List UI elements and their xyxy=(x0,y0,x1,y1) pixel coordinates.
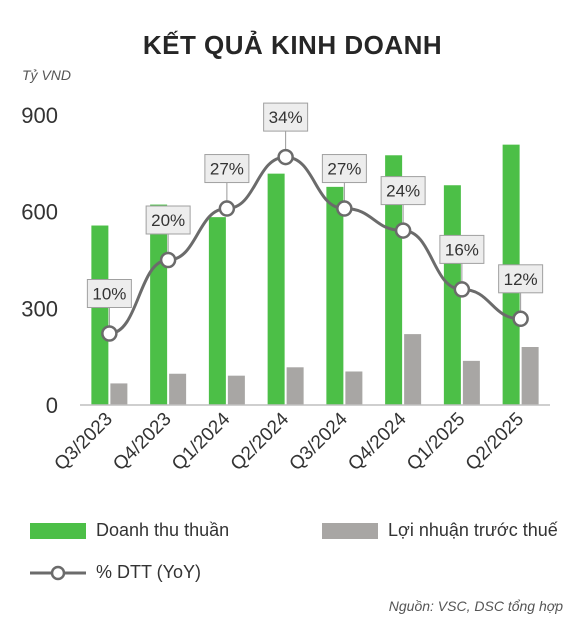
point-growth xyxy=(277,148,294,166)
legend-label-profit: Lợi nhuận trước thuế xyxy=(388,520,558,540)
x-tick-label: Q1/2024 xyxy=(168,408,235,475)
bar-profit xyxy=(227,375,245,405)
data-label-growth: 12% xyxy=(504,270,538,289)
y-tick-label: 0 xyxy=(46,393,58,418)
data-label-growth: 27% xyxy=(327,160,361,179)
data-label-growth: 34% xyxy=(269,108,303,127)
legend-swatch-growth xyxy=(30,565,86,580)
legend-swatch-revenue xyxy=(30,522,86,539)
data-label-growth: 10% xyxy=(92,285,126,304)
bar-profit xyxy=(404,334,422,405)
legend-label-revenue: Doanh thu thuần xyxy=(96,520,230,540)
point-growth xyxy=(512,310,529,328)
bar-profit xyxy=(286,367,304,405)
bar-revenue xyxy=(385,155,403,405)
legend-item-revenue: Doanh thu thuần xyxy=(30,520,229,541)
x-tick-label: Q3/2024 xyxy=(286,408,353,475)
bar-revenue xyxy=(326,186,344,405)
data-label-box xyxy=(498,264,544,294)
legend-item-growth: % DTT (YoY) xyxy=(30,562,201,583)
bar-revenue xyxy=(208,217,226,405)
bar-profit xyxy=(169,373,187,405)
y-axis-label: Tỷ VND xyxy=(22,67,71,83)
bar-revenue xyxy=(150,204,168,405)
x-tick-label: Q2/2024 xyxy=(227,408,294,475)
y-tick-label: 600 xyxy=(21,200,58,225)
data-label-growth: 27% xyxy=(210,160,244,179)
data-label-growth: 16% xyxy=(445,240,479,259)
bar-profit xyxy=(110,383,128,405)
data-label-box xyxy=(321,154,367,184)
legend-item-profit: Lợi nhuận trước thuế xyxy=(322,520,558,541)
data-label-growth: 20% xyxy=(151,211,185,230)
data-label-box xyxy=(86,279,132,308)
data-label-box xyxy=(263,102,309,132)
point-growth xyxy=(394,222,412,239)
bar-revenue xyxy=(267,173,285,405)
x-tick-label: Q4/2024 xyxy=(344,408,411,475)
legend-label-growth: % DTT (YoY) xyxy=(96,562,202,582)
bar-profit xyxy=(521,347,539,405)
chart-title: KẾT QUẢ KINH DOANH xyxy=(142,30,443,60)
y-tick-label: 900 xyxy=(21,103,58,128)
data-label-growth: 24% xyxy=(386,182,420,201)
source-note: Nguồn: VSC, DSC tổng hợp xyxy=(388,598,563,614)
x-tick-label: Q3/2023 xyxy=(51,409,117,475)
bar-profit xyxy=(345,371,363,405)
legend-swatch-profit xyxy=(322,522,378,539)
point-growth xyxy=(218,200,236,217)
data-label-box xyxy=(204,154,250,184)
bar-revenue xyxy=(91,225,109,405)
point-growth xyxy=(159,251,177,269)
data-label-box xyxy=(380,176,426,206)
point-growth xyxy=(336,200,353,217)
y-tick-label: 300 xyxy=(21,296,58,321)
data-label-box xyxy=(145,205,191,235)
x-tick-label: Q2/2025 xyxy=(462,409,528,475)
x-tick-label: Q1/2025 xyxy=(403,409,469,475)
point-growth xyxy=(101,325,118,342)
data-label-box xyxy=(439,234,485,264)
point-growth xyxy=(453,281,471,298)
bar-profit xyxy=(462,360,480,405)
x-tick-label: Q4/2023 xyxy=(109,409,175,475)
